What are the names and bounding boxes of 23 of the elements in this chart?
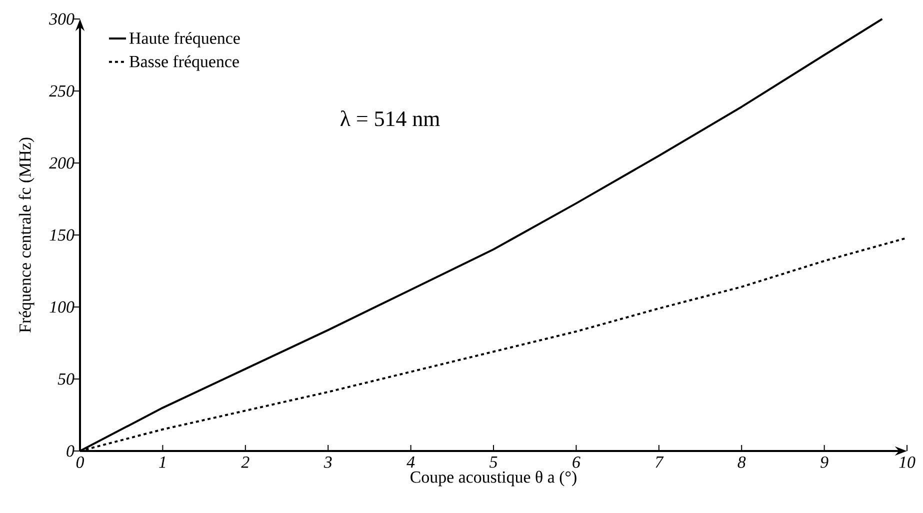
x-tick-label: 8 bbox=[738, 456, 746, 468]
x-tick-label: 7 bbox=[656, 456, 664, 468]
y-tick-label: 0 bbox=[66, 445, 74, 457]
y-tick-label: 250 bbox=[49, 85, 74, 97]
x-tick-label: 1 bbox=[159, 456, 166, 468]
x-tick-label: 3 bbox=[324, 456, 332, 468]
y-tick-label: 300 bbox=[49, 13, 74, 25]
y-axis-title: Fréquence centrale fc (MHz) bbox=[18, 138, 34, 333]
x-tick-label: 10 bbox=[899, 456, 916, 468]
legend-label: Basse fréquence bbox=[129, 55, 239, 71]
x-tick-label: 0 bbox=[76, 456, 84, 468]
y-tick-label: 150 bbox=[50, 229, 74, 241]
legend-label: Haute fréquence bbox=[129, 32, 240, 48]
y-tick-label: 100 bbox=[50, 301, 74, 313]
annotation: λ = 514 nm bbox=[340, 110, 440, 126]
x-tick-label: 2 bbox=[241, 456, 250, 468]
x-tick-label: 6 bbox=[572, 456, 580, 468]
x-tick-label: 9 bbox=[820, 456, 828, 468]
y-tick-label: 50 bbox=[58, 373, 74, 385]
x-tick-label: 5 bbox=[490, 456, 498, 468]
x-tick-label: 4 bbox=[406, 456, 415, 468]
y-tick-label: 200 bbox=[49, 157, 74, 169]
x-axis-title: Coupe acoustique θ a (°) bbox=[410, 470, 576, 486]
